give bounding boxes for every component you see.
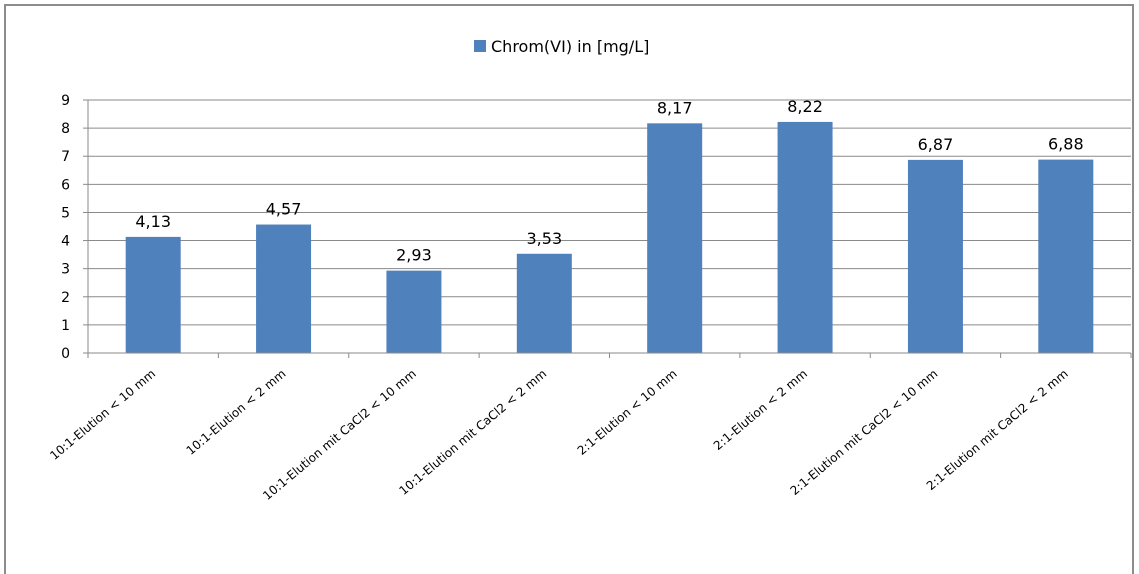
bar — [907, 159, 963, 353]
y-tick-label: 4 — [61, 234, 70, 250]
data-label: 4,57 — [266, 200, 302, 219]
x-axis-labels: 10:1-Elution < 10 mm 10:1-Elution < 2 mm1… — [47, 367, 1070, 503]
legend-swatch — [474, 40, 486, 52]
bar — [777, 121, 833, 353]
gridlines — [88, 99, 1131, 326]
bar — [125, 236, 181, 353]
bar — [516, 253, 572, 353]
data-label: 6,88 — [1048, 135, 1084, 154]
y-tick-label: 3 — [61, 262, 70, 278]
y-axis-ticks: 0 1 2 3 4 5 6 7 8 9 — [61, 93, 70, 362]
x-tick-label: 2:1-Elution < 10 mm — [575, 367, 680, 458]
x-tick-label: 10:1-Elution < 2 mm — [184, 367, 289, 458]
y-tick-label: 8 — [61, 121, 70, 137]
y-tick-label: 6 — [61, 177, 70, 193]
x-tick-label: 10:1-Elution mit CaCl2 < 2 mm — [396, 367, 549, 498]
x-tick-label: 2:1-Elution mit CaCl2 < 10 mm — [788, 367, 941, 498]
data-labels: 4,13 4,57 2,93 3,53 8,17 8,22 6,87 6,88 — [135, 97, 1083, 265]
data-label: 8,22 — [787, 97, 823, 116]
data-label: 8,17 — [657, 98, 693, 117]
bar — [1038, 159, 1094, 353]
x-tick-label: 2:1-Elution mit CaCl2 < 2 mm — [924, 367, 1071, 493]
bar — [647, 123, 703, 354]
y-tick-label: 2 — [61, 290, 70, 306]
bars — [125, 121, 1094, 354]
y-tick-label: 0 — [61, 346, 70, 362]
y-tick-label: 5 — [61, 205, 70, 221]
y-tick-label: 1 — [61, 318, 70, 334]
data-label: 2,93 — [396, 246, 432, 265]
data-label: 3,53 — [527, 229, 563, 248]
x-tick-label: 2:1-Elution < 2 mm — [711, 367, 810, 453]
x-tick-label: 10:1-Elution mit CaCl2 < 10 mm — [260, 367, 419, 503]
x-tick-label: 10:1-Elution < 10 mm — [47, 367, 158, 463]
bar — [386, 270, 442, 353]
legend: Chrom(VI) in [mg/L] — [474, 37, 649, 56]
y-tick-label: 7 — [61, 149, 70, 165]
y-tick-label: 9 — [61, 93, 70, 109]
axes — [83, 99, 1132, 358]
legend-label: Chrom(VI) in [mg/L] — [491, 37, 649, 56]
bar — [256, 224, 312, 353]
data-label: 6,87 — [918, 135, 954, 154]
data-label: 4,13 — [135, 212, 171, 231]
